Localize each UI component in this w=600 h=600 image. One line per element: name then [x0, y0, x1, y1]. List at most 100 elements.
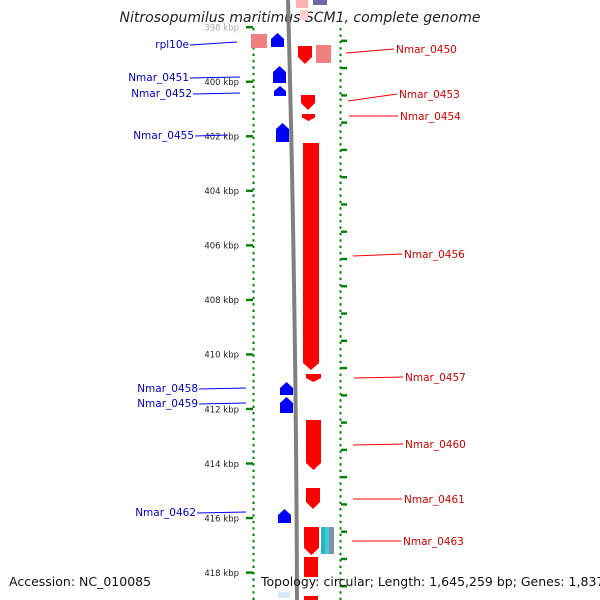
border-dot — [339, 175, 342, 178]
border-dot — [339, 514, 342, 517]
border-dot — [252, 239, 255, 242]
forward-gene-nmar_0459[interactable] — [280, 397, 293, 413]
border-dot — [252, 367, 255, 370]
border-dot — [252, 194, 255, 197]
border-dot — [252, 514, 255, 517]
border-dot — [339, 597, 342, 600]
border-dot — [339, 405, 342, 408]
border-dot — [252, 168, 255, 172]
border-dot — [339, 533, 342, 536]
ruler-tick — [246, 244, 253, 247]
border-dot — [339, 207, 342, 210]
gene-label-nmar_0452[interactable]: Nmar_0452 — [131, 88, 192, 100]
border-dot — [339, 476, 342, 479]
forward-gene-nmar_0451[interactable] — [273, 66, 286, 83]
border-dot — [252, 463, 255, 466]
accession-label: Accession: NC_010085 — [9, 574, 152, 589]
border-dot — [339, 264, 342, 268]
border-dot — [252, 175, 255, 178]
reverse-gene-nmar_0457[interactable] — [306, 374, 321, 382]
gene-label-nmar_0456[interactable]: Nmar_0456 — [404, 249, 465, 261]
border-dot — [339, 584, 342, 588]
border-dot — [339, 156, 342, 159]
forward-gene-nmar_0462[interactable] — [278, 509, 291, 523]
border-dot — [339, 565, 342, 568]
gene-label-nmar_0454[interactable]: Nmar_0454 — [400, 111, 461, 123]
ruler-tick-label: 400 kbp — [204, 78, 239, 88]
border-dot — [339, 328, 342, 332]
border-dot — [339, 386, 342, 389]
gene-label-leader — [196, 511, 247, 514]
gene-label-leader — [198, 402, 247, 405]
border-dot — [339, 72, 342, 76]
border-dot — [339, 130, 342, 133]
border-dot — [252, 104, 255, 108]
ruler-minor-tick — [341, 503, 347, 506]
border-dot — [252, 66, 255, 69]
border-dot — [252, 533, 255, 536]
gene-labels: rpl10e Nmar_0451 Nmar_0452 Nmar_0455 Nmar_04… — [128, 39, 466, 548]
forward-gene-nmar_0452[interactable] — [274, 86, 286, 96]
ruler-tick — [246, 26, 253, 29]
ruler-minor-tick — [341, 312, 347, 315]
border-dot — [339, 181, 342, 184]
border-dot — [339, 245, 342, 248]
border-dot — [339, 322, 342, 325]
border-dot — [252, 392, 255, 396]
border-dot — [252, 207, 255, 210]
gene-label-nmar_0457[interactable]: Nmar_0457 — [405, 372, 466, 384]
border-dot — [252, 360, 255, 364]
reverse-gene-nmar_0454[interactable] — [302, 114, 315, 121]
gene-label-nmar_0455[interactable]: Nmar_0455 — [133, 130, 194, 142]
adjacent-feature — [321, 527, 325, 554]
border-dot — [339, 488, 342, 492]
forward-gene-nmar_0455[interactable] — [276, 123, 289, 142]
border-dot — [252, 412, 255, 415]
gene-label-nmar_0460[interactable]: Nmar_0460 — [405, 439, 466, 451]
border-dot — [252, 92, 255, 95]
border-dot — [252, 271, 255, 274]
reverse-gene-nmar_0460[interactable] — [306, 420, 321, 470]
border-dot — [339, 98, 342, 101]
gene-label-nmar_0461[interactable]: Nmar_0461 — [404, 494, 465, 506]
forward-gene-nmar_0458[interactable] — [280, 382, 293, 395]
border-dot — [339, 124, 342, 127]
border-dot — [252, 226, 255, 229]
ruler-minor-tick — [341, 394, 347, 397]
border-dot — [339, 104, 342, 108]
border-dot — [339, 47, 342, 50]
border-dot — [252, 232, 255, 236]
genome-backbone — [286, 0, 299, 600]
ruler-minor-tick — [341, 557, 347, 561]
border-dot — [252, 258, 255, 261]
gene-label-nmar_0462[interactable]: Nmar_0462 — [135, 507, 196, 519]
reverse-gene-nmar_0453[interactable] — [301, 95, 315, 110]
border-dot — [252, 341, 255, 344]
border-dot — [339, 34, 342, 37]
gene-label-nmar_0458[interactable]: Nmar_0458 — [137, 383, 198, 395]
gene-label-rpl10e[interactable]: rpl10e — [155, 39, 189, 51]
border-dot — [252, 584, 255, 588]
gene-label-leader — [198, 387, 247, 390]
gene-label-nmar_0451[interactable]: Nmar_0451 — [128, 72, 189, 84]
forward-gene-rpl10e[interactable] — [271, 33, 284, 47]
border-dot — [339, 277, 342, 280]
border-dot — [252, 488, 255, 492]
border-dot — [339, 316, 342, 319]
gene-label-leader — [189, 41, 238, 46]
border-dot — [339, 40, 342, 44]
border-dot — [339, 373, 342, 376]
reverse-gene-nmar_0456[interactable] — [303, 143, 319, 370]
gene-label-leader — [194, 134, 229, 137]
reverse-gene-nmar_0463[interactable] — [304, 527, 319, 555]
gene-label-nmar_0459[interactable]: Nmar_0459 — [137, 398, 198, 410]
reverse-gene-nmar_0450[interactable] — [298, 46, 312, 64]
reverse-gene-nmar_0461[interactable] — [306, 488, 320, 509]
gene-label-nmar_0463[interactable]: Nmar_0463 — [403, 536, 464, 548]
partial-gene-feature — [313, 0, 327, 5]
border-dot — [252, 501, 255, 504]
gene-label-nmar_0450[interactable]: Nmar_0450 — [396, 44, 457, 56]
border-dot — [339, 60, 342, 63]
gene-label-nmar_0453[interactable]: Nmar_0453 — [399, 89, 460, 101]
border-dot — [339, 66, 342, 69]
